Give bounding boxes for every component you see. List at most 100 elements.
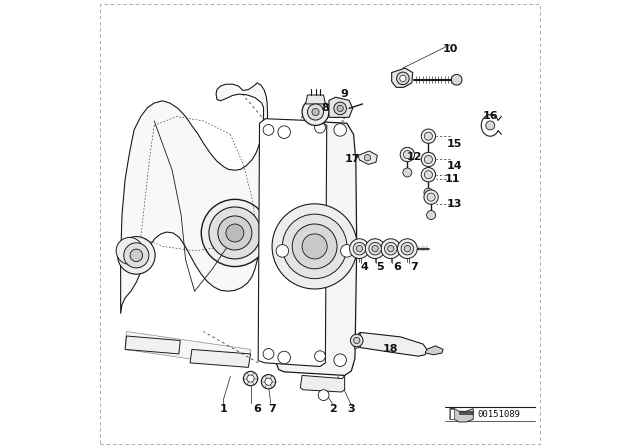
Circle shape [318, 390, 329, 401]
Polygon shape [425, 346, 443, 355]
Polygon shape [329, 97, 353, 117]
Polygon shape [258, 119, 327, 366]
Polygon shape [459, 411, 473, 414]
Circle shape [351, 334, 363, 347]
Circle shape [292, 224, 337, 269]
Circle shape [424, 171, 433, 179]
Circle shape [427, 211, 436, 220]
Circle shape [307, 104, 324, 120]
Circle shape [349, 239, 369, 258]
Circle shape [403, 168, 412, 177]
Text: 8: 8 [321, 103, 329, 112]
Polygon shape [190, 349, 251, 367]
Circle shape [263, 125, 274, 135]
Text: 9: 9 [340, 89, 349, 99]
Text: 16: 16 [483, 112, 498, 121]
Circle shape [261, 375, 276, 389]
Circle shape [400, 147, 415, 162]
Circle shape [276, 245, 289, 257]
Circle shape [116, 237, 143, 264]
Circle shape [315, 351, 325, 362]
Circle shape [302, 99, 329, 125]
Circle shape [278, 351, 291, 364]
Circle shape [404, 246, 410, 252]
Circle shape [421, 168, 436, 182]
Circle shape [340, 245, 353, 257]
Circle shape [427, 193, 435, 201]
Circle shape [334, 124, 346, 136]
Text: 1: 1 [220, 404, 228, 414]
Text: 4: 4 [361, 262, 369, 271]
Circle shape [356, 246, 362, 252]
Text: 13: 13 [447, 199, 462, 209]
Circle shape [451, 74, 462, 85]
Circle shape [265, 378, 272, 385]
Circle shape [424, 188, 433, 197]
Circle shape [334, 354, 346, 366]
Text: 5: 5 [377, 262, 384, 271]
Circle shape [201, 199, 269, 267]
Circle shape [401, 242, 413, 255]
Text: 12: 12 [406, 152, 422, 162]
Circle shape [353, 242, 365, 255]
Text: 7: 7 [410, 262, 418, 271]
Circle shape [118, 237, 155, 274]
Circle shape [372, 246, 378, 252]
Circle shape [247, 375, 254, 382]
Circle shape [130, 249, 143, 262]
Circle shape [424, 190, 438, 204]
Circle shape [403, 151, 412, 159]
Circle shape [424, 155, 433, 164]
Circle shape [315, 122, 325, 133]
Circle shape [385, 242, 397, 255]
Circle shape [243, 371, 258, 386]
Circle shape [272, 204, 357, 289]
Polygon shape [358, 151, 378, 164]
Circle shape [424, 132, 433, 140]
Text: 2: 2 [330, 404, 337, 414]
Circle shape [334, 102, 346, 115]
Circle shape [421, 152, 436, 167]
Polygon shape [125, 332, 251, 367]
Circle shape [364, 155, 371, 161]
Text: 18: 18 [383, 345, 399, 354]
Text: 11: 11 [444, 174, 460, 184]
Circle shape [226, 224, 244, 242]
Text: 15: 15 [447, 139, 462, 149]
Text: 00151089: 00151089 [477, 410, 521, 419]
Circle shape [337, 105, 343, 112]
Circle shape [282, 214, 347, 279]
Circle shape [397, 239, 417, 258]
Text: 14: 14 [447, 161, 462, 171]
Circle shape [312, 108, 319, 116]
Circle shape [124, 243, 149, 268]
Text: 6: 6 [253, 404, 261, 414]
Polygon shape [353, 332, 428, 356]
Circle shape [381, 239, 401, 258]
Polygon shape [121, 83, 268, 314]
Circle shape [302, 234, 327, 259]
Circle shape [388, 246, 394, 252]
Text: 17: 17 [344, 154, 360, 164]
Circle shape [369, 242, 381, 255]
Text: 10: 10 [442, 44, 458, 54]
Circle shape [486, 121, 495, 130]
Circle shape [278, 126, 291, 138]
Polygon shape [450, 409, 473, 422]
Circle shape [421, 129, 436, 143]
Polygon shape [450, 409, 454, 419]
Circle shape [400, 75, 406, 82]
Polygon shape [300, 375, 345, 392]
Circle shape [365, 239, 385, 258]
Circle shape [397, 72, 409, 85]
Circle shape [263, 349, 274, 359]
Polygon shape [125, 336, 180, 354]
Polygon shape [353, 332, 360, 349]
Circle shape [218, 216, 252, 250]
Circle shape [209, 207, 261, 259]
Text: 3: 3 [348, 404, 355, 414]
Polygon shape [306, 95, 325, 104]
Text: 6: 6 [393, 262, 401, 271]
Polygon shape [392, 68, 413, 87]
Text: 7: 7 [268, 404, 276, 414]
